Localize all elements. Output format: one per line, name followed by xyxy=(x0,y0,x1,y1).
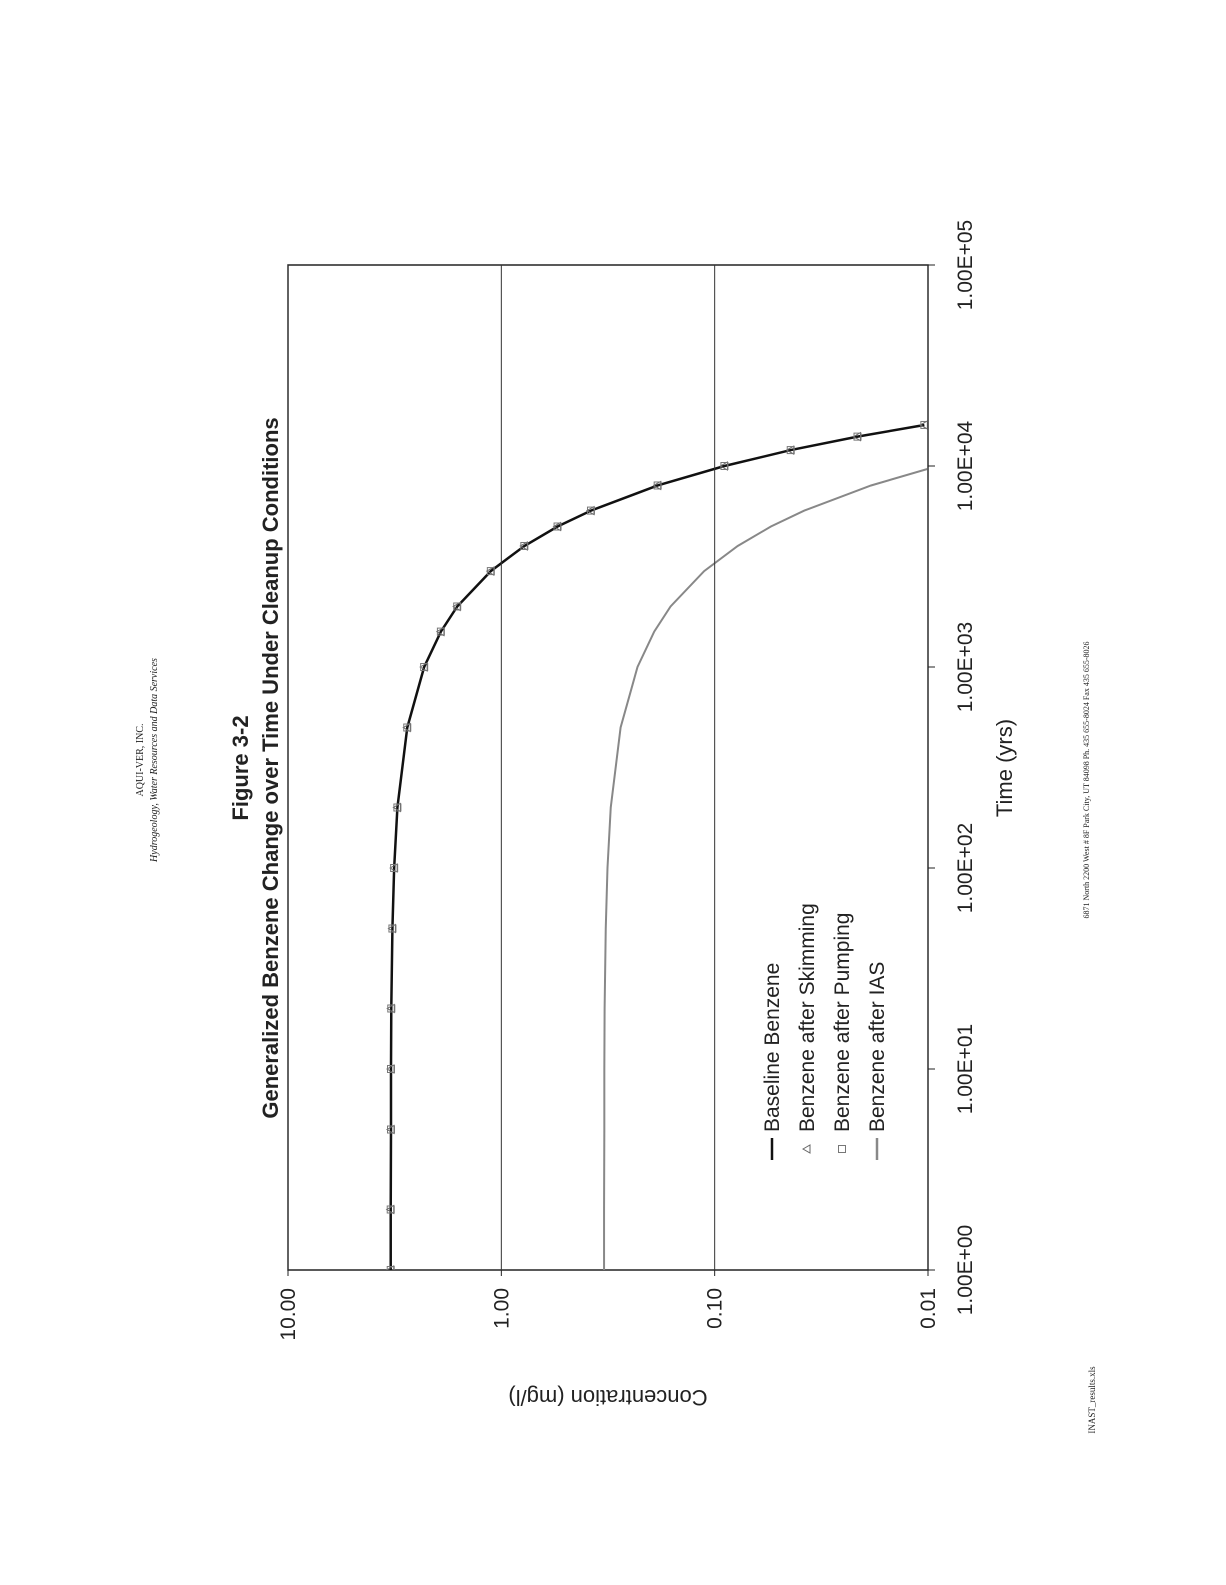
triangle-marker xyxy=(392,802,401,813)
square-marker xyxy=(436,627,445,636)
triangle-marker xyxy=(719,461,728,471)
x-tick-label: 1.00E+02 xyxy=(954,823,977,914)
triangle-marker xyxy=(919,420,928,430)
series-line xyxy=(603,465,928,1270)
x-tick-label: 1.00E+04 xyxy=(954,420,977,511)
square-marker xyxy=(553,522,562,531)
x-tick-label: 1.00E+05 xyxy=(954,220,977,311)
y-tick-label: 0.10 xyxy=(704,1288,727,1329)
triangle-marker xyxy=(585,505,595,516)
x-tick-label: 1.00E+03 xyxy=(954,622,977,713)
footer-address: 6871 North 2200 West # 8F Park City, UT … xyxy=(1082,642,1091,919)
square-marker xyxy=(420,663,429,671)
triangle-marker xyxy=(519,541,528,551)
legend-label: Benzene after Pumping xyxy=(831,913,854,1132)
triangle-marker xyxy=(385,1124,395,1135)
legend-label: Baseline Benzene xyxy=(761,963,784,1132)
x-tick-label: 1.00E+01 xyxy=(954,1024,977,1115)
square-marker xyxy=(586,506,595,515)
triangle-marker xyxy=(386,1003,395,1014)
triangle-marker xyxy=(485,566,495,576)
square-marker xyxy=(853,432,862,441)
y-axis-label: Concentration (mg/l) xyxy=(508,1385,707,1410)
square-marker xyxy=(786,446,795,455)
square-marker xyxy=(386,1266,395,1270)
triangle-marker xyxy=(385,1265,395,1270)
series-line xyxy=(389,423,925,1270)
square-marker xyxy=(486,567,495,576)
triangle-marker xyxy=(452,601,461,612)
triangle-marker xyxy=(385,1204,395,1215)
square-marker xyxy=(520,541,529,550)
square-marker xyxy=(386,1065,395,1073)
square-marker xyxy=(403,723,412,732)
square-marker xyxy=(653,481,662,490)
legend-label: Benzene after IAS xyxy=(866,962,889,1132)
square-marker xyxy=(390,864,399,872)
legend-swatch xyxy=(838,1145,846,1153)
square-marker xyxy=(387,1004,396,1013)
legend-label: Benzene after Skimming xyxy=(796,903,819,1132)
legend: Baseline Benzene Benzene after Skimming Be… xyxy=(761,903,889,1160)
legend-swatch xyxy=(801,1144,811,1154)
chart-title: Figure 3-2 xyxy=(228,715,253,820)
square-marker xyxy=(386,1205,395,1214)
square-marker xyxy=(453,602,462,611)
axes: 0.01 0.10 1.00 10.00 1.00E+00 1.00E+01 1.00E+0… xyxy=(277,220,977,1341)
x-axis-label: Time (yrs) xyxy=(992,719,1017,817)
rotated-page: AQUI-VER, INC. Hydrogeology, Water Resou… xyxy=(135,220,1097,1434)
chart-subtitle: Generalized Benzene Change over Time Und… xyxy=(258,417,283,1118)
square-marker xyxy=(386,1125,395,1134)
tagline: Hydrogeology, Water Resources and Data S… xyxy=(149,658,160,863)
triangle-marker xyxy=(385,1064,395,1074)
square-marker xyxy=(720,462,729,470)
plot-area xyxy=(385,420,928,1270)
y-tick-label: 0.01 xyxy=(917,1288,940,1329)
company: AQUI-VER, INC. xyxy=(135,723,146,796)
y-tick-label: 10.00 xyxy=(277,1288,300,1341)
y-tick-label: 1.00 xyxy=(490,1288,513,1329)
square-marker xyxy=(388,924,397,933)
square-marker xyxy=(393,803,402,812)
triangle-marker xyxy=(652,480,662,491)
triangle-marker xyxy=(387,923,396,934)
triangle-marker xyxy=(785,445,795,455)
footer-filename: INAST_results.xls xyxy=(1087,1366,1097,1434)
x-tick-label: 1.00E+00 xyxy=(954,1225,977,1316)
